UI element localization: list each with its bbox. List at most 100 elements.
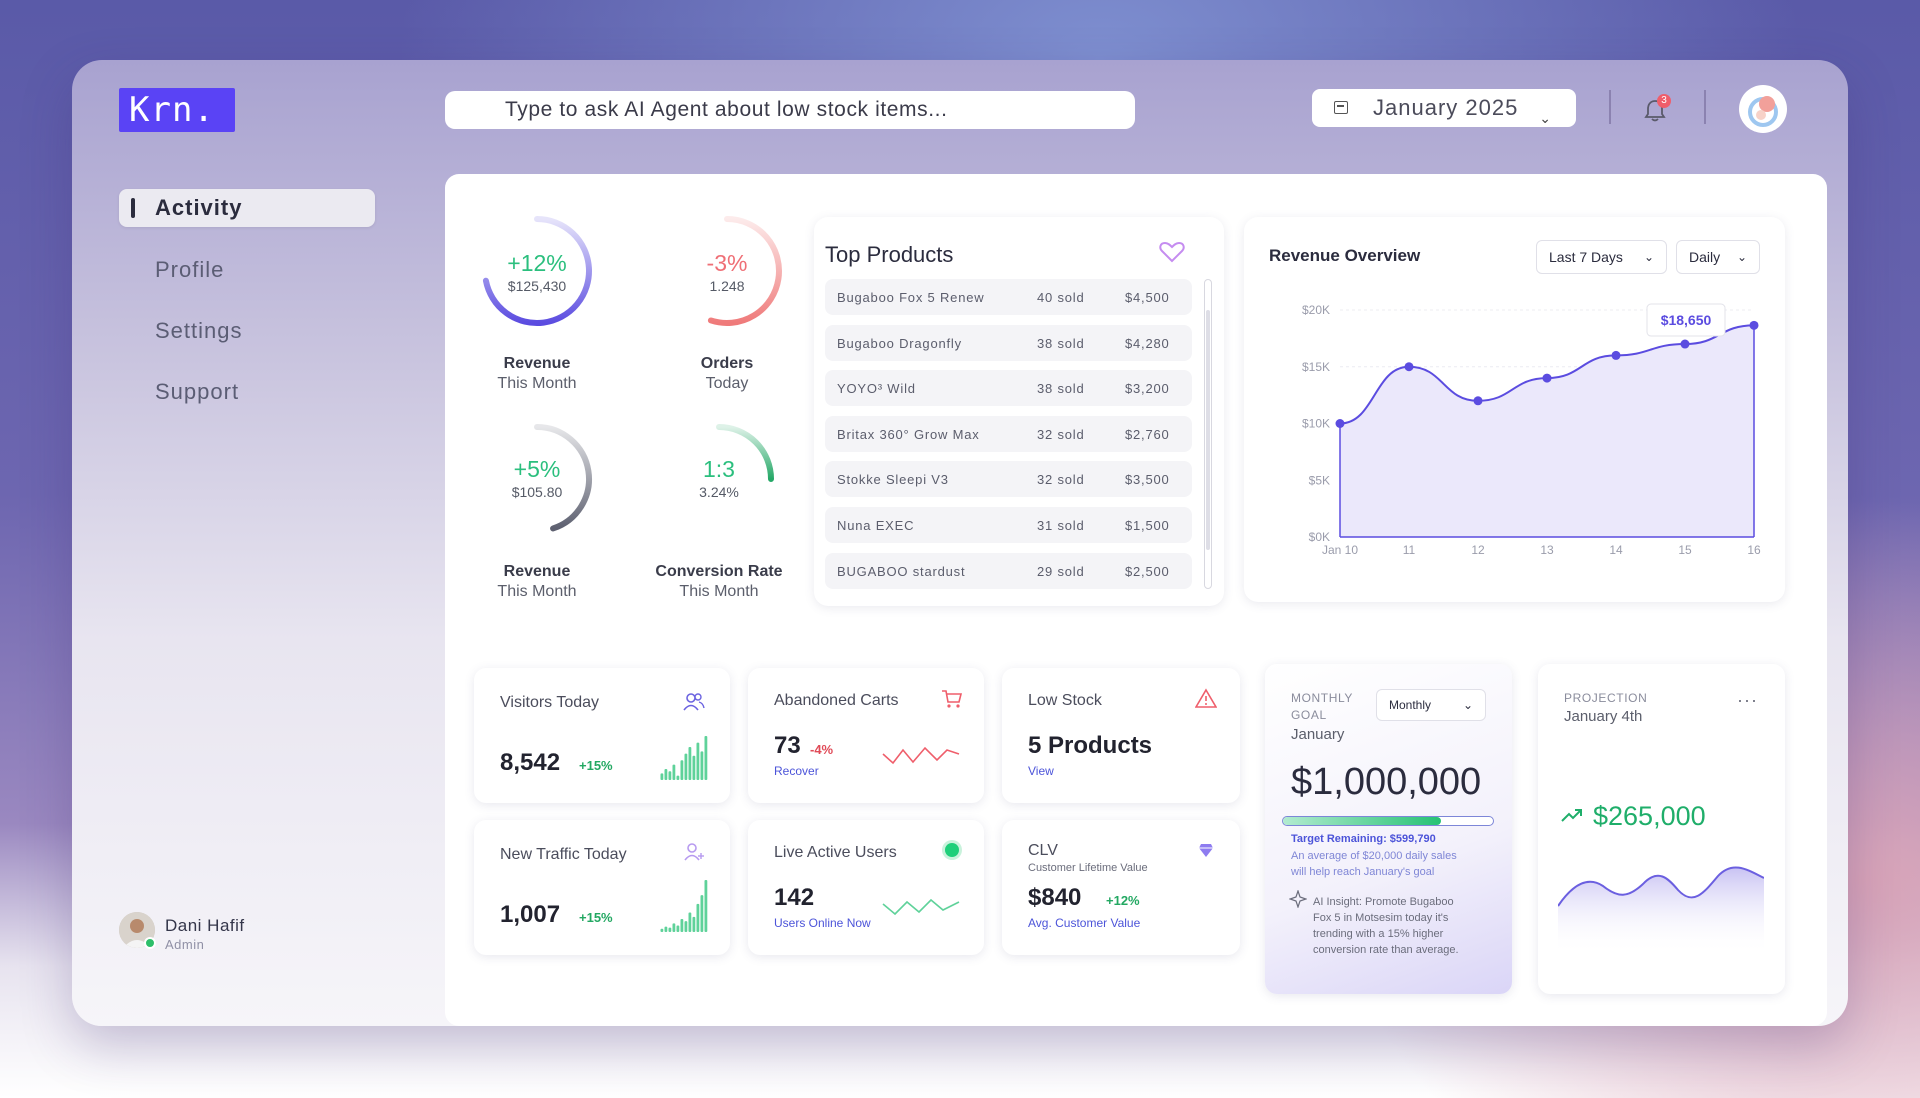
data-point[interactable]	[1335, 419, 1345, 428]
avg-customer-link[interactable]: Avg. Customer Value	[1028, 916, 1141, 930]
sparkline-green	[882, 898, 960, 916]
ring-arc	[482, 216, 592, 326]
data-point[interactable]	[1542, 373, 1552, 383]
divider	[1609, 90, 1611, 124]
mini-bar	[696, 903, 700, 932]
product-row[interactable]: Britax 360° Grow Max 32 sold $2,760	[825, 415, 1192, 452]
card-value: 1,007	[500, 901, 561, 928]
user-name: Dani Hafif	[165, 916, 245, 935]
visitors-card[interactable]: Visitors Today 8,542 +15%	[474, 668, 730, 803]
data-point[interactable]	[1404, 362, 1414, 372]
interval-select[interactable]: Daily ⌄	[1676, 240, 1760, 274]
heart-icon[interactable]	[1159, 241, 1185, 263]
mini-bar	[684, 753, 688, 780]
product-name: Britax 360° Grow Max	[837, 426, 980, 442]
y-tick-label: $10K	[1302, 417, 1330, 431]
product-name: YOYO³ Wild	[837, 381, 916, 397]
kpi-ring	[534, 424, 592, 532]
calendar-icon	[1334, 101, 1348, 114]
card-change: +15%	[579, 910, 613, 925]
card-change: +15%	[579, 758, 613, 773]
brand-avatar[interactable]	[1739, 85, 1787, 133]
trend-up-icon	[1561, 809, 1582, 822]
x-tick-label: 11	[1403, 543, 1416, 557]
recover-link[interactable]: Recover	[774, 764, 819, 778]
mini-bar	[700, 751, 704, 780]
date-picker[interactable]: January 2025 ⌄	[1312, 89, 1576, 127]
clv-card[interactable]: CLV Customer Lifetime Value $840 +12% Av…	[1002, 820, 1240, 955]
card-title: Visitors Today	[500, 694, 600, 711]
product-row[interactable]: Bugaboo Fox 5 Renew 40 sold $4,500	[825, 279, 1192, 315]
y-tick-label: $20K	[1302, 303, 1330, 317]
sidebar-item-settings[interactable]: Settings	[155, 318, 243, 343]
range-select[interactable]: Last 7 Days ⌄	[1536, 240, 1667, 274]
product-row[interactable]: Bugaboo Dragonfly 38 sold $4,280	[825, 324, 1192, 361]
low-stock-card[interactable]: Low Stock 5 Products View	[1002, 668, 1240, 803]
users-online-link[interactable]: Users Online Now	[774, 916, 871, 930]
x-tick-label: Jan 10	[1322, 543, 1358, 557]
abandoned-carts-card[interactable]: Abandoned Carts 73 -4% Recover	[748, 668, 984, 803]
live-users-card[interactable]: Live Active Users 142 Users Online Now	[748, 820, 984, 955]
data-point[interactable]	[1611, 350, 1621, 360]
brand-logo[interactable]: Krn.	[119, 88, 235, 132]
card-subtitle: Customer Lifetime Value	[1028, 862, 1148, 874]
kpi-label: Orders	[700, 355, 754, 372]
live-indicator-icon	[945, 843, 959, 857]
divider	[1704, 90, 1706, 124]
revenue-overview-panel: Revenue Overview Last 7 Days ⌄ Daily ⌄ $…	[1244, 217, 1785, 602]
product-name: BUGABOO stardust	[837, 563, 966, 579]
goal-period-select[interactable]: Monthly ⌄	[1376, 689, 1486, 721]
product-sold: 32 sold	[1037, 472, 1085, 488]
data-point[interactable]	[1749, 320, 1759, 330]
card-title: CLV	[1028, 842, 1058, 859]
mini-bar	[704, 736, 708, 780]
add-user-icon	[684, 843, 704, 861]
sidebar-item-profile[interactable]: Profile	[155, 257, 225, 282]
scrollbar[interactable]	[1204, 279, 1212, 589]
product-name: Bugaboo Dragonfly	[837, 335, 962, 351]
revenue-chart: $0K $5K $10K $15K $20K Jan 10 11 12 13 14 15 16 $18,…	[1302, 303, 1761, 557]
card-change: +12%	[1106, 893, 1140, 908]
tooltip-value: $18,650	[1661, 312, 1712, 328]
ai-search-input[interactable]: Type to ask AI Agent about low stock ite…	[445, 91, 1135, 129]
x-tick-label: 16	[1747, 543, 1761, 557]
kpi-sublabel: This Month	[679, 583, 759, 600]
product-row[interactable]: Stokke Sleepi V3 32 sold $3,500	[825, 461, 1192, 498]
avatar	[119, 912, 155, 948]
kpi-ring	[482, 216, 592, 326]
x-tick-label: 15	[1678, 543, 1692, 557]
mini-bar	[660, 928, 664, 932]
product-row[interactable]: Nuna EXEC 31 sold $1,500	[825, 507, 1192, 543]
user-role: Admin	[165, 937, 205, 952]
kpi-change: +5%	[513, 456, 561, 482]
x-tick-label: 12	[1471, 543, 1485, 557]
projection-wave-chart	[1558, 866, 1764, 954]
new-traffic-card[interactable]: New Traffic Today 1,007 +15%	[474, 820, 730, 955]
more-options-icon[interactable]: ···	[1737, 690, 1758, 710]
goal-progress-fill	[1283, 817, 1441, 825]
sidebar-item-activity[interactable]: Activity	[119, 189, 375, 227]
product-row[interactable]: YOYO³ Wild 38 sold $3,200	[825, 370, 1192, 407]
data-point[interactable]	[1473, 396, 1483, 406]
kpi-label: Revenue	[503, 563, 571, 580]
kpi-change: 1:3	[703, 456, 735, 482]
chevron-down-icon: ⌄	[1736, 250, 1747, 264]
data-point[interactable]	[1680, 339, 1690, 349]
user-profile[interactable]: Dani Hafif Admin	[119, 912, 379, 952]
mini-bar	[680, 919, 684, 932]
kpi-value: 3.24%	[699, 484, 739, 500]
product-sold: 38 sold	[1037, 335, 1085, 351]
top-products-panel: Top Products Bugaboo Fox 5 Renew 40 sold $…	[814, 217, 1224, 606]
projection-date: January 4th	[1564, 708, 1643, 725]
view-link[interactable]: View	[1028, 764, 1054, 778]
projection-amount: $265,000	[1593, 801, 1706, 831]
sidebar-item-support[interactable]: Support	[155, 379, 240, 404]
y-tick-label: $5K	[1309, 473, 1330, 487]
card-title: Live Active Users	[774, 844, 897, 861]
product-row[interactable]: BUGABOO stardust 29 sold $2,500	[825, 552, 1192, 589]
mini-bar	[668, 927, 672, 932]
kpi-label: Conversion Rate	[655, 563, 783, 580]
mini-bar	[704, 880, 708, 932]
mini-bar	[680, 760, 684, 780]
mini-bar	[688, 747, 692, 780]
